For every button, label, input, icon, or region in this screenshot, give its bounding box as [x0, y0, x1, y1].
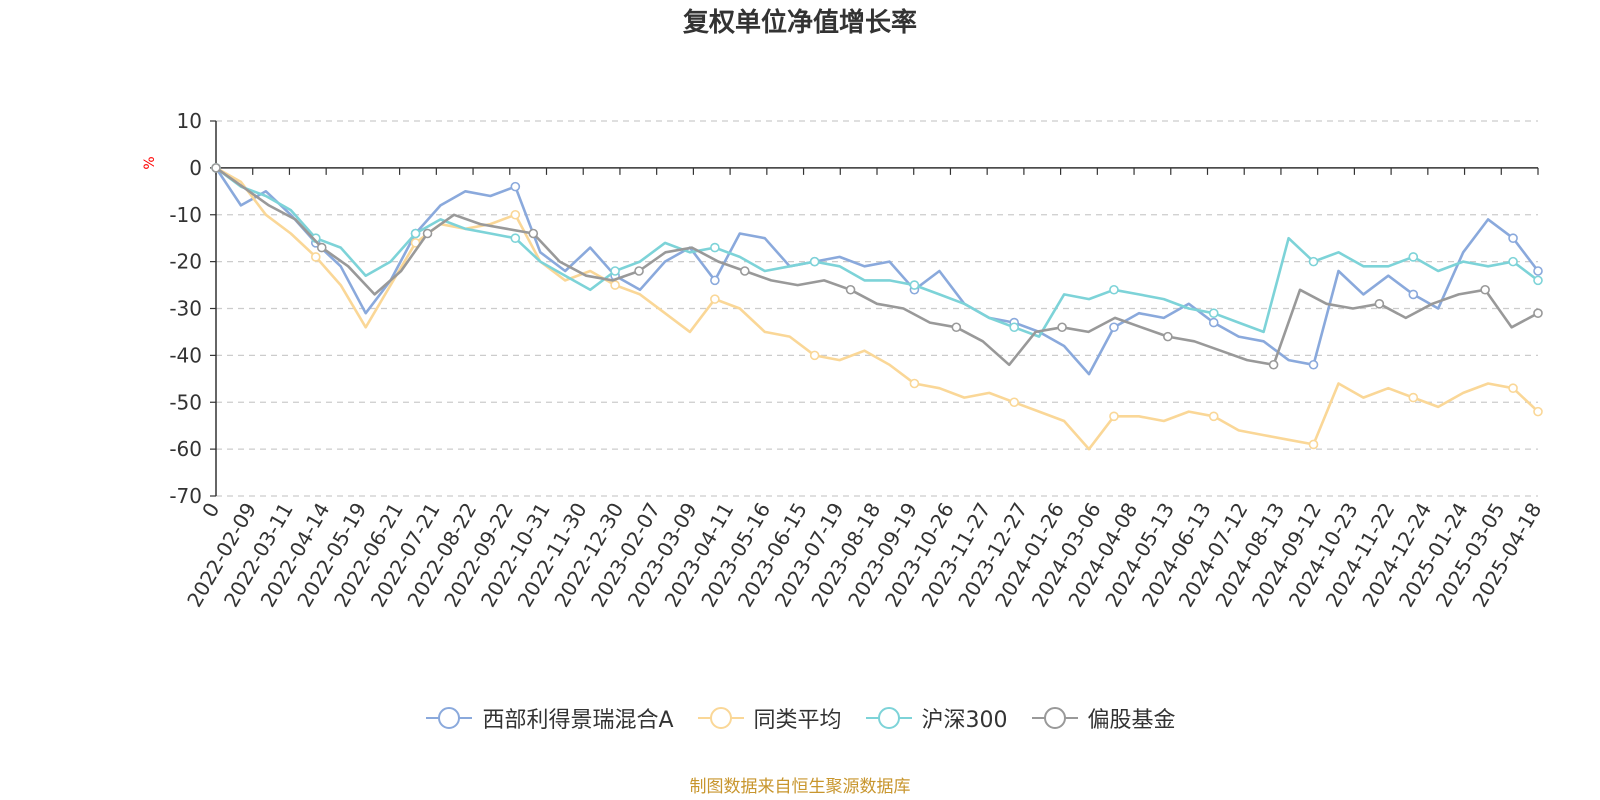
chart-title: 复权单位净值增长率 — [682, 8, 917, 38]
series-point-3 — [1268, 359, 1279, 370]
y-tick-label: -20 — [169, 250, 202, 274]
series-point-3 — [845, 284, 856, 295]
y-tick-label: -70 — [169, 484, 202, 508]
series-point-1 — [1408, 392, 1419, 403]
legend: 西部利得景瑞混合A 同类平均 沪深300 偏股基金 — [0, 702, 1600, 734]
series-point-1 — [1533, 406, 1543, 417]
series-point-2 — [909, 280, 920, 290]
legend-item[interactable]: 西部利得景瑞混合A — [424, 702, 674, 734]
legend-label: 偏股基金 — [1087, 708, 1176, 733]
legend-label: 沪深300 — [921, 708, 1008, 733]
series-point-2 — [1308, 256, 1319, 267]
legend-label: 西部利得景瑞混合A — [482, 708, 674, 733]
series-point-2 — [510, 233, 521, 243]
legend-marker-icon — [865, 707, 912, 729]
series-point-3 — [1374, 299, 1385, 309]
series-point-0 — [1109, 322, 1119, 333]
series-line-3 — [214, 166, 1540, 367]
series-point-0 — [1208, 317, 1219, 328]
series-point-2 — [710, 242, 720, 253]
series-point-2 — [610, 266, 620, 276]
series-point-0 — [710, 275, 720, 286]
y-tick-label: 10 — [177, 109, 202, 133]
series-point-3 — [211, 163, 221, 173]
series-point-0 — [1508, 233, 1518, 243]
series-point-2 — [1109, 284, 1119, 295]
series-point-3 — [528, 228, 539, 239]
series-point-2 — [809, 256, 820, 267]
source-note: 制图数据来自恒生聚源数据库 — [689, 777, 911, 797]
series-point-0 — [1533, 266, 1543, 276]
legend-item[interactable]: 偏股基金 — [1030, 702, 1176, 734]
series-point-1 — [1109, 411, 1119, 422]
legend-item[interactable]: 同类平均 — [696, 702, 842, 734]
line-chart: 100-10-20-30-40-50-60-7002022-02-092022-… — [142, 109, 1546, 611]
x-tick-label: 0 — [197, 499, 224, 522]
y-tick-label: -10 — [169, 203, 202, 227]
legend-marker-icon — [426, 707, 473, 729]
series-point-1 — [1009, 397, 1019, 408]
series-point-0 — [1308, 359, 1319, 370]
series-point-3 — [634, 266, 644, 276]
series-point-1 — [1208, 411, 1219, 422]
series-point-1 — [1308, 439, 1319, 450]
series-point-3 — [739, 266, 750, 276]
grid-layer — [216, 120, 1538, 497]
series-point-2 — [1009, 322, 1019, 333]
y-tick-label: 0 — [189, 156, 202, 180]
legend-marker-icon — [697, 707, 744, 729]
series-point-3 — [1480, 284, 1490, 295]
y-tick-label: -40 — [169, 343, 202, 367]
y-tick-label: -50 — [169, 390, 202, 414]
series-point-1 — [310, 252, 321, 262]
series-point-1 — [1508, 383, 1518, 393]
series-point-3 — [951, 322, 962, 333]
series-point-1 — [909, 378, 920, 389]
series-point-2 — [410, 228, 421, 239]
axis-layer: 100-10-20-30-40-50-60-7002022-02-092022-… — [169, 109, 1546, 611]
series-point-3 — [316, 242, 327, 253]
series-point-3 — [1057, 322, 1067, 333]
series-point-1 — [510, 209, 521, 220]
legend-label: 同类平均 — [753, 708, 842, 733]
series-point-0 — [1408, 289, 1419, 300]
series-layer — [211, 163, 1543, 451]
series-point-3 — [1533, 308, 1543, 318]
series-point-2 — [1508, 256, 1518, 267]
legend-item[interactable]: 沪深300 — [864, 702, 1008, 734]
series-point-2 — [1533, 275, 1543, 286]
series-point-1 — [710, 294, 720, 304]
series-point-0 — [510, 181, 521, 192]
y-tick-label: -30 — [169, 297, 202, 321]
y-tick-label: -60 — [169, 437, 202, 461]
series-point-2 — [1208, 308, 1219, 318]
legend-marker-icon — [1031, 707, 1078, 729]
series-point-1 — [809, 350, 820, 361]
y-axis-unit-label: % — [142, 156, 158, 169]
series-point-3 — [1163, 331, 1173, 342]
series-line-0 — [214, 166, 1540, 376]
series-point-3 — [422, 228, 433, 239]
series-point-2 — [1408, 252, 1419, 262]
series-point-1 — [610, 280, 620, 290]
